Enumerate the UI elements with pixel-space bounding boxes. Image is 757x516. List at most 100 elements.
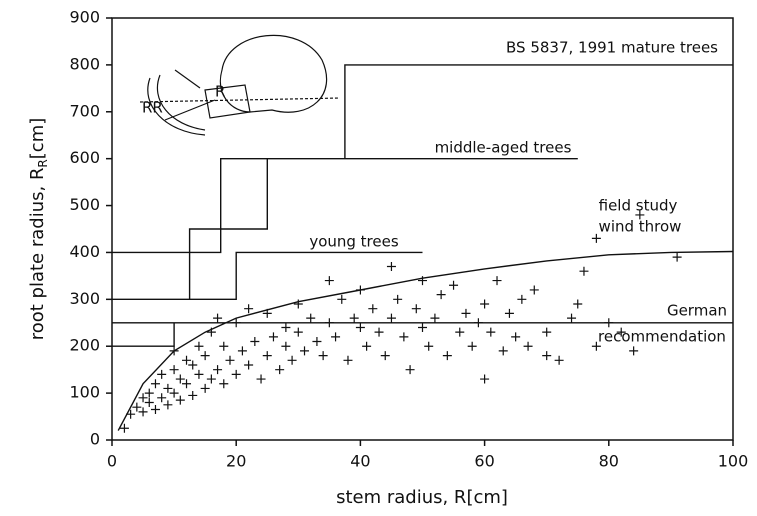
annotation: wind throw [599, 218, 682, 236]
point [281, 341, 291, 351]
point [175, 395, 185, 405]
point [386, 262, 396, 272]
point [374, 327, 384, 337]
point [126, 409, 136, 419]
point [672, 252, 682, 262]
plot-frame [111, 17, 734, 441]
point [312, 337, 322, 347]
point [449, 280, 459, 290]
point [244, 304, 254, 314]
point [355, 322, 365, 332]
point [511, 332, 521, 342]
point [324, 276, 334, 286]
point [492, 276, 502, 286]
x-tick-label: 100 [718, 452, 749, 471]
point [163, 400, 173, 410]
point [591, 233, 601, 243]
point [281, 322, 291, 332]
point [517, 294, 527, 304]
point [542, 327, 552, 337]
point [293, 327, 303, 337]
point [250, 337, 260, 347]
step-line [112, 158, 578, 254]
point [169, 346, 179, 356]
annotation: young trees [309, 233, 399, 251]
point [188, 390, 198, 400]
point [175, 374, 185, 384]
y-tick-label: 800 [69, 54, 100, 73]
point [480, 299, 490, 309]
point [343, 355, 353, 365]
point [486, 327, 496, 337]
point [436, 290, 446, 300]
point [418, 276, 427, 286]
point [386, 313, 396, 323]
point [132, 402, 142, 412]
point [591, 341, 601, 351]
point [604, 318, 614, 328]
point [473, 318, 483, 328]
point [144, 397, 154, 407]
point [262, 308, 272, 318]
point [213, 313, 223, 323]
point [150, 405, 160, 415]
point [349, 313, 359, 323]
point [480, 374, 490, 384]
point [573, 299, 583, 309]
x-tick-label: 60 [474, 452, 494, 471]
point [418, 322, 427, 332]
point [275, 365, 285, 375]
y-tick-label: 400 [69, 242, 100, 261]
point [567, 313, 577, 323]
y-tick-label: 700 [69, 101, 100, 120]
point [194, 341, 204, 351]
point [331, 332, 341, 342]
point [380, 351, 390, 361]
point [262, 351, 272, 361]
point [157, 393, 167, 403]
point [256, 374, 266, 384]
point [138, 407, 148, 417]
point [411, 304, 421, 314]
x-tick-label: 0 [107, 452, 117, 471]
y-tick-label: 200 [69, 336, 100, 355]
x-axis-label: stem radius, R[cm] [336, 487, 508, 508]
point [504, 308, 514, 318]
y-tick-label: 500 [69, 195, 100, 214]
point [629, 346, 639, 356]
inset-label: RR [142, 99, 163, 117]
point [355, 285, 365, 295]
point [219, 379, 229, 389]
point [188, 360, 198, 370]
point [554, 355, 564, 365]
point [300, 346, 310, 356]
point [213, 365, 223, 375]
point [268, 332, 278, 342]
point [455, 327, 465, 337]
annotation: German [667, 302, 727, 320]
point [498, 346, 508, 356]
point [244, 360, 254, 370]
point [119, 423, 129, 433]
y-tick-label: 100 [69, 383, 100, 402]
point [206, 327, 216, 337]
inset-drawing [139, 34, 341, 136]
annotation: middle-aged trees [435, 139, 572, 157]
step-line [344, 64, 733, 159]
step-line [188, 158, 268, 300]
y-axis-label-main: root plate radius, R [27, 168, 48, 341]
point [424, 341, 434, 351]
point [318, 351, 328, 361]
point [337, 294, 347, 304]
point [399, 332, 409, 342]
point [200, 383, 210, 393]
point [231, 369, 241, 379]
annotation: recommendation [598, 328, 726, 346]
point [442, 351, 452, 361]
y-tick-label: 300 [69, 289, 100, 308]
point [542, 351, 552, 361]
x-tick-label: 40 [350, 452, 370, 471]
point [138, 393, 148, 403]
step-line [112, 322, 175, 347]
